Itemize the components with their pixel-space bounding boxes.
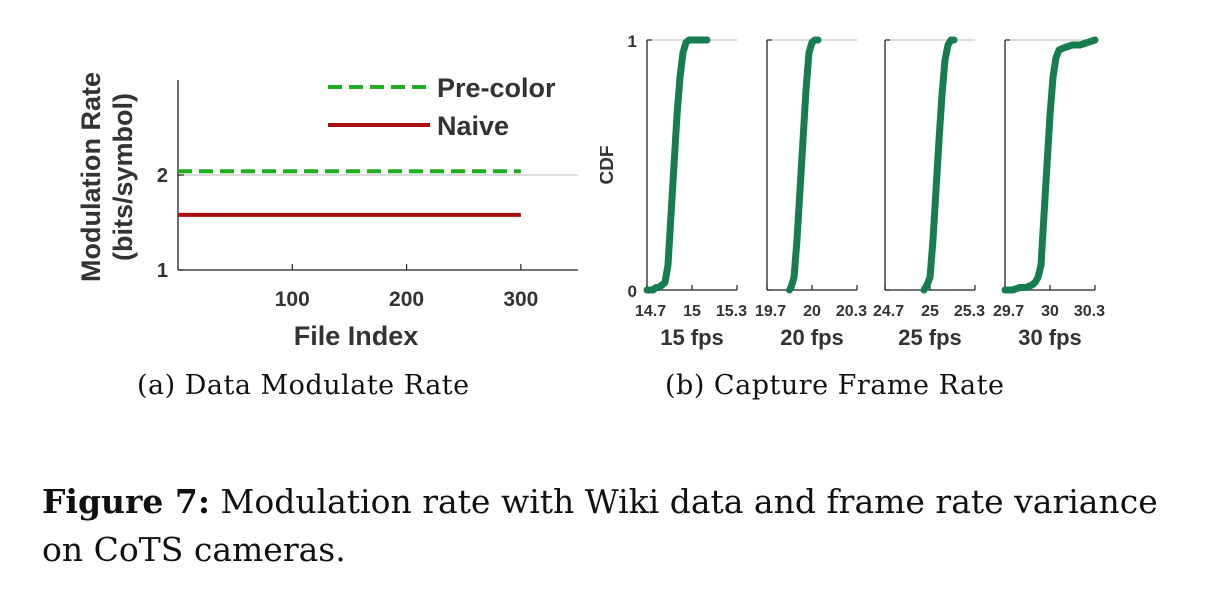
y-tick-label: 2 <box>157 165 168 187</box>
panel-label: 15 fps <box>660 325 724 350</box>
capture-frame-rate-chart: 0 1 CDF 14.7 15 15.3 15 fps 19.7 20 20.3 20 fps 24.… <box>600 32 1105 350</box>
x-tick-label: 25 <box>921 303 939 320</box>
y-axis-label-line1: Modulation Rate <box>76 72 106 282</box>
x-tick-label: 24.7 <box>873 303 904 320</box>
figure-caption-label: Figure 7: <box>42 482 211 521</box>
y-tick-label: 1 <box>157 260 168 282</box>
y-axis-label: CDF <box>600 145 618 184</box>
x-tick-label: 20 <box>803 303 821 320</box>
y-axis-label-line2: (bits/symbol) <box>108 93 138 261</box>
x-tick-label: 29.7 <box>993 303 1024 320</box>
x-tick-label: 200 <box>389 288 424 311</box>
figure-caption: Figure 7: Modulation rate with Wiki data… <box>42 478 1172 574</box>
figure-caption-text: Modulation rate with Wiki data and frame… <box>42 482 1158 569</box>
x-axis-label: File Index <box>294 321 419 351</box>
cdf-line-20-fps <box>786 36 822 294</box>
cdf-line-25-fps <box>920 36 958 294</box>
x-tick-label: 100 <box>275 288 310 311</box>
x-tick-label: 14.7 <box>635 303 666 320</box>
y-tick-label: 0 <box>628 282 637 301</box>
x-tick-label: 30.3 <box>1074 303 1105 320</box>
subcaption-b: (b) Capture Frame Rate <box>665 370 1005 401</box>
x-tick-label: 15 <box>683 303 701 320</box>
panel-label: 30 fps <box>1018 325 1082 350</box>
cdf-line-30-fps <box>1001 36 1099 294</box>
x-tick-label: 300 <box>503 288 538 311</box>
x-tick-label: 25.3 <box>954 303 985 320</box>
y-tick-label: 1 <box>628 32 637 51</box>
panel-label: 20 fps <box>780 325 844 350</box>
x-tick-label: 20.3 <box>836 303 867 320</box>
modulation-rate-chart: 1 2 100 200 300 File Index Modulation Rate (bit… <box>76 72 578 351</box>
cdf-line-15-fps <box>643 36 711 294</box>
x-tick-label: 15.3 <box>716 303 747 320</box>
panel-label: 25 fps <box>898 325 962 350</box>
x-tick-label: 30 <box>1041 303 1059 320</box>
legend-label: Pre-color <box>437 73 556 103</box>
subcaption-a: (a) Data Modulate Rate <box>137 370 470 401</box>
legend-label: Naive <box>437 111 509 141</box>
x-tick-label: 19.7 <box>755 303 786 320</box>
